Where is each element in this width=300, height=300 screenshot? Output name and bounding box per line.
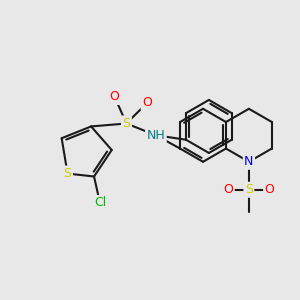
Text: S: S [245,183,253,196]
Text: N: N [244,155,254,168]
Text: O: O [224,183,233,196]
Text: S: S [64,167,72,180]
Text: NH: NH [146,129,165,142]
Text: O: O [265,183,275,196]
Text: O: O [110,91,120,103]
Text: Cl: Cl [94,196,106,209]
Text: S: S [122,117,130,130]
Text: O: O [142,96,152,110]
